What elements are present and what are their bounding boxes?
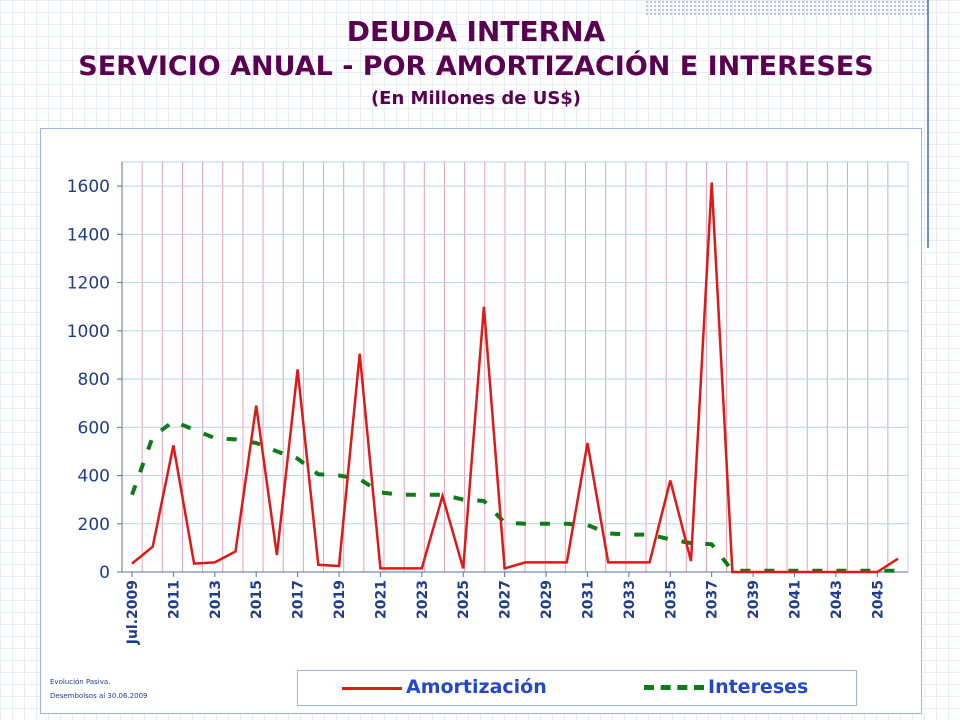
chart-legend: Amortización Intereses: [297, 670, 857, 706]
x-tick-label: 2019: [332, 580, 348, 619]
legend-swatch-amortizacion: [342, 687, 402, 690]
series-line-amortizacion: [131, 182, 899, 574]
y-tick-label: 1600: [67, 177, 110, 197]
y-tick-label: 400: [78, 467, 110, 487]
x-tick-label: 2025: [456, 580, 472, 619]
units-label: (En Millones de US$): [370, 88, 582, 109]
y-tick-label: 800: [78, 370, 110, 390]
x-tick-label: 2035: [663, 580, 679, 619]
legend-label-intereses: Intereses: [708, 676, 809, 698]
y-tick-label: 1000: [67, 322, 110, 342]
y-tick-label: 200: [78, 515, 110, 535]
page-title: DEUDA INTERNA: [346, 15, 606, 48]
y-tick-label: 600: [78, 418, 110, 438]
x-tick-label: 2027: [498, 580, 514, 619]
y-tick-label: 0: [99, 563, 110, 583]
x-tick-label: 2029: [539, 580, 555, 619]
x-tick-label: 2011: [166, 580, 182, 619]
legend-item-intereses: Intereses: [644, 676, 844, 700]
x-tick-label: 2017: [291, 580, 307, 619]
x-tick-label: 2043: [829, 580, 845, 619]
x-tick-label: 2037: [705, 580, 721, 619]
x-tick-label: 2045: [870, 580, 886, 619]
x-tick-label: 2041: [787, 580, 803, 619]
x-tick-label: 2039: [746, 580, 762, 619]
legend-item-amortizacion: Amortización: [342, 676, 572, 700]
x-tick-label: 2031: [580, 580, 596, 619]
legend-label-amortizacion: Amortización: [406, 676, 547, 698]
x-tick-label: 2023: [415, 580, 431, 619]
footnote-line1: Evolución Pasiva.: [50, 678, 111, 686]
x-tick-label: Jul.2009: [125, 580, 141, 645]
x-tick-label: 2013: [208, 580, 224, 619]
x-tick-label: 2033: [622, 580, 638, 619]
legend-swatch-intereses: [644, 685, 704, 690]
footnote-line2: Desembolsos al 30.06.2009: [50, 692, 148, 700]
page-subtitle: SERVICIO ANUAL - POR AMORTIZACIÓN E INTE…: [78, 51, 874, 82]
x-tick-label: 2015: [249, 580, 265, 619]
y-tick-label: 1400: [67, 225, 110, 245]
plot-area: [121, 161, 909, 573]
title-block: DEUDA INTERNA SERVICIO ANUAL - POR AMORT…: [0, 14, 952, 114]
y-tick-label: 1200: [67, 274, 110, 294]
x-tick-label: 2021: [373, 580, 389, 619]
decorative-side-line: [927, 0, 929, 248]
decorative-dot-band: [645, 0, 928, 16]
